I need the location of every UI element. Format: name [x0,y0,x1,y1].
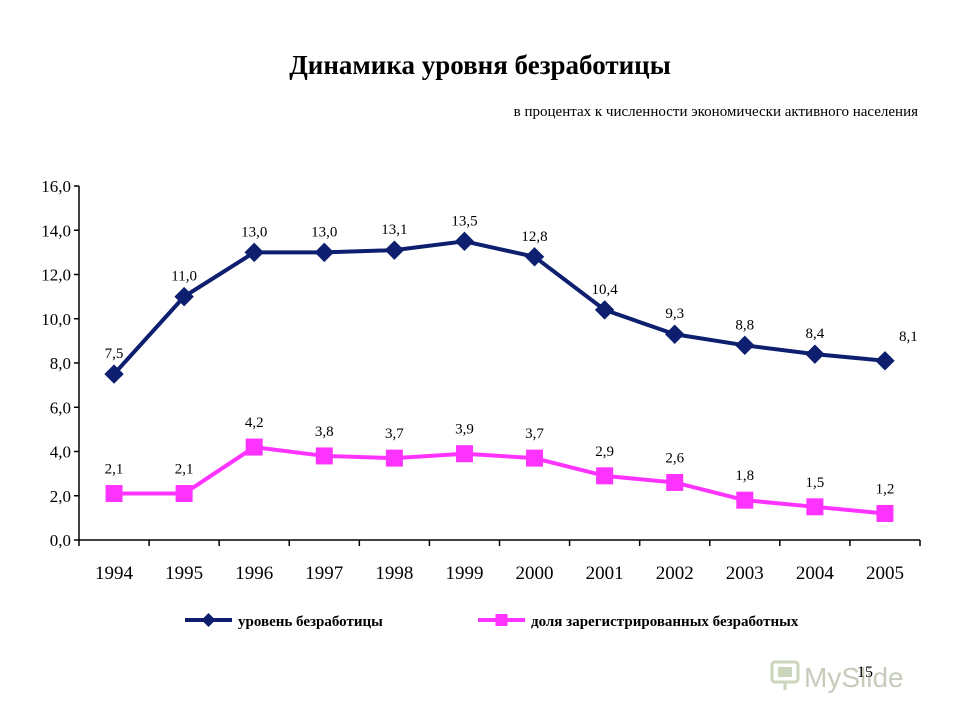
series-markers [104,231,895,522]
data-label: 3,7 [525,426,544,442]
x-tick-label: 2003 [726,563,764,584]
data-label: 2,9 [595,444,614,460]
legend-label-2: доля зарегистрированных безработных [531,614,799,630]
data-point-square [806,498,824,516]
data-label: 1,5 [806,475,825,491]
y-tick-label: 16,0 [41,177,71,196]
data-point-diamond [665,324,685,344]
data-label: 1,8 [735,468,754,484]
series-lines [112,239,886,516]
x-tick-label: 2004 [796,563,835,584]
data-label: 1,2 [876,481,895,497]
data-label: 2,1 [105,462,124,478]
data-label: 11,0 [171,269,197,285]
data-point-diamond [384,240,405,260]
slide-icon [770,660,800,690]
data-label: 13,0 [311,224,337,240]
x-tick-label: 1998 [375,563,413,584]
legend-marker-square [495,614,508,626]
data-label: 13,5 [451,213,477,229]
chart-legend: уровень безработицы доля зарегистрированн… [185,613,799,630]
x-tick-label: 2001 [586,563,624,584]
data-point-diamond [174,286,194,307]
data-point-square [385,449,403,467]
x-tick-label: 2005 [866,563,904,584]
x-tick-label: 1995 [165,563,203,584]
y-tick-label: 10,0 [41,310,71,329]
data-label: 4,2 [245,415,264,431]
y-tick-label: 0,0 [50,531,71,550]
data-point-square [526,449,544,467]
data-label: 9,3 [665,306,684,322]
data-point-diamond [524,247,545,267]
data-point-diamond [314,242,334,263]
legend-marker-diamond [201,613,216,627]
x-tick-label: 2002 [656,563,694,584]
data-label: 2,6 [665,450,684,466]
x-tick-label: 1996 [235,563,273,584]
y-tick-label: 12,0 [41,266,71,285]
y-tick-label: 2,0 [50,487,71,506]
x-tick-label: 1997 [305,563,343,584]
y-tick-label: 8,0 [50,354,71,373]
data-point-square [736,491,754,509]
data-point-square [315,447,333,465]
data-point-square [666,473,684,491]
data-label: 10,4 [592,282,619,298]
data-point-diamond [104,364,124,384]
data-point-diamond [735,335,755,356]
data-point-square [245,438,263,456]
data-label: 3,9 [455,422,474,438]
chart-subtitle: в процентах к численности экономически а… [513,104,918,120]
data-label: 12,8 [521,229,547,245]
data-point-diamond [805,344,825,364]
data-point-diamond [244,242,264,263]
data-point-diamond [875,351,895,371]
series-line-1 [112,239,886,376]
data-labels: 7,5 11,0 13,0 13,0 13,1 13,5 12,8 10,4 9,3 8,8 8,4… [105,213,918,497]
legend-label-1: уровень безработицы [238,614,383,630]
data-point-diamond [594,300,615,320]
data-label: 3,7 [385,426,404,442]
data-label: 8,8 [735,317,754,333]
y-tick-label: 4,0 [50,443,71,462]
data-point-square [596,467,614,485]
x-tick-label: 2000 [516,563,554,584]
data-label: 8,4 [806,326,825,342]
x-tick-label: 1999 [445,563,483,584]
watermark-text: MySlide [804,662,904,693]
series-line-2 [114,445,886,516]
chart-axes: 0,0 2,0 4,0 6,0 8,0 10,0 12,0 14,0 16,0 1994 1995 1… [41,177,921,584]
page-number: 15 [857,664,873,681]
data-point-square [876,504,894,522]
watermark-logo: MySlide [770,660,904,693]
data-label: 2,1 [175,462,194,478]
data-label: 13,1 [381,222,407,238]
data-point-square [105,485,123,503]
data-label: 3,8 [315,424,334,440]
data-label: 13,0 [241,224,267,240]
data-label: 8,1 [899,329,918,345]
data-point-diamond [454,231,475,252]
data-label: 7,5 [105,346,124,362]
x-tick-label: 1994 [95,563,134,584]
data-point-square [175,485,193,503]
y-tick-label: 14,0 [41,221,71,240]
chart-title: Динамика уровня безработицы [289,50,671,80]
y-tick-label: 6,0 [50,398,71,417]
data-point-square [455,445,473,463]
